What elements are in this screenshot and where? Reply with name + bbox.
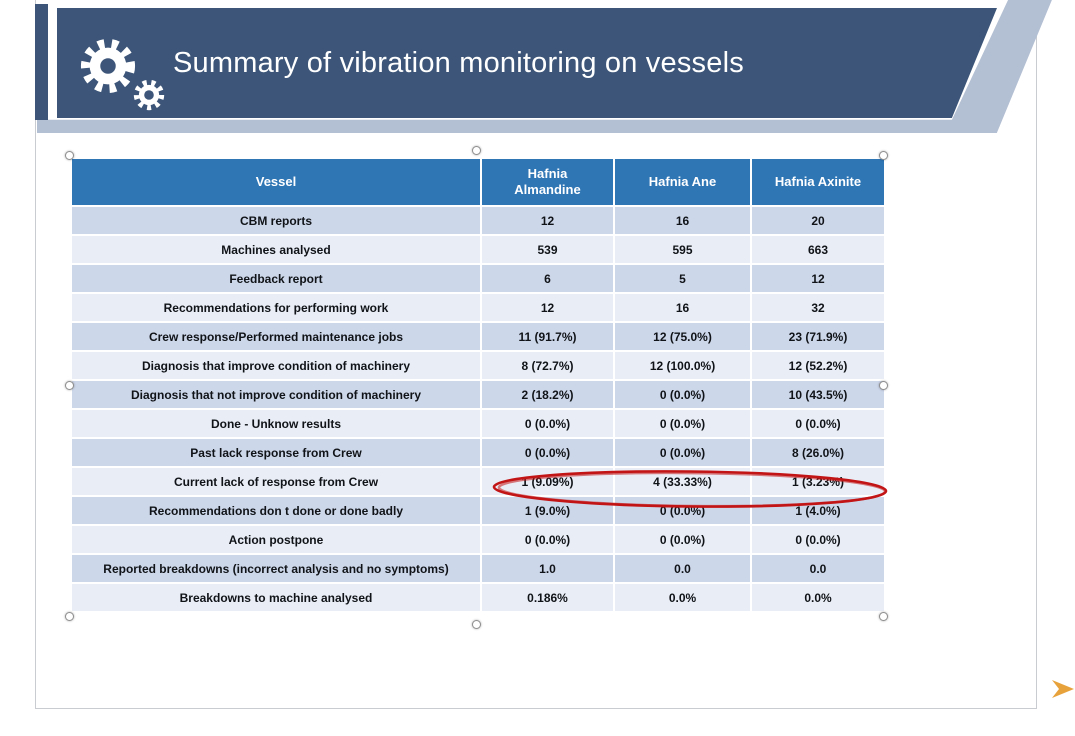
row-label-cell[interactable]: CBM reports — [70, 205, 482, 236]
row-value-cell[interactable]: 16 — [613, 292, 752, 323]
banner-left-bar — [35, 4, 48, 120]
row-value-cell[interactable]: 595 — [613, 234, 752, 265]
row-label-cell[interactable]: Recommendations don t done or done badly — [70, 495, 482, 526]
row-value-cell[interactable]: 12 — [480, 292, 615, 323]
row-label-cell[interactable]: Past lack response from Crew — [70, 437, 482, 468]
selection-handle-top-left[interactable] — [65, 151, 74, 160]
header-row: Vessel Hafnia Almandine Hafnia Ane Hafni… — [70, 157, 886, 207]
table-row: Diagnosis that improve condition of mach… — [70, 350, 886, 381]
selection-handle-middle-left[interactable] — [65, 381, 74, 390]
selection-handle-bottom-right[interactable] — [879, 612, 888, 621]
selection-handle-bottom-left[interactable] — [65, 612, 74, 621]
selection-handle-top-middle[interactable] — [472, 146, 481, 155]
row-value-cell[interactable]: 0 (0.0%) — [613, 524, 752, 555]
vessel-monitoring-table[interactable]: Vessel Hafnia Almandine Hafnia Ane Hafni… — [70, 157, 886, 613]
table-body: CBM reports 12 16 20 Machines analysed 539 595… — [70, 205, 886, 613]
annotation-ellipse[interactable] — [488, 464, 892, 514]
table-row: Diagnosis that not improve condition of … — [70, 379, 886, 410]
table-row: Machines analysed 539 595 663 — [70, 234, 886, 265]
table-row: Recommendations for performing work 12 16 3… — [70, 292, 886, 323]
row-value-cell[interactable]: 4 (33.33%) — [613, 466, 752, 497]
row-value-cell[interactable]: 0.0 — [613, 553, 752, 584]
row-value-cell[interactable]: 2 (18.2%) — [480, 379, 615, 410]
column-header-axinite[interactable]: Hafnia Axinite — [750, 157, 886, 207]
table-row: Crew response/Performed maintenance jobs… — [70, 321, 886, 352]
row-value-cell[interactable]: 0 (0.0%) — [480, 524, 615, 555]
row-value-cell[interactable]: 0 (0.0%) — [613, 379, 752, 410]
table-row: Done - Unknow results 0 (0.0%) 0 (0.0%) 0 (… — [70, 408, 886, 439]
column-header-ane[interactable]: Hafnia Ane — [613, 157, 752, 207]
row-value-cell[interactable]: 12 (100.0%) — [613, 350, 752, 381]
row-value-cell[interactable]: 8 (72.7%) — [480, 350, 615, 381]
row-label-cell[interactable]: Done - Unknow results — [70, 408, 482, 439]
row-value-cell[interactable]: 23 (71.9%) — [750, 321, 886, 352]
row-value-cell[interactable]: 0 (0.0%) — [480, 408, 615, 439]
row-label-cell[interactable]: Current lack of response from Crew — [70, 466, 482, 497]
row-value-cell[interactable]: 0 (0.0%) — [750, 408, 886, 439]
row-value-cell[interactable]: 0 (0.0%) — [613, 495, 752, 526]
table-row: Past lack response from Crew 0 (0.0%) 0 (0… — [70, 437, 886, 468]
column-header-vessel[interactable]: Vessel — [70, 157, 482, 207]
title-banner: Summary of vibration monitoring on vesse… — [57, 8, 997, 118]
arrow-right-icon — [1052, 680, 1074, 698]
row-value-cell[interactable]: 0 (0.0%) — [613, 437, 752, 468]
row-value-cell[interactable]: 12 (75.0%) — [613, 321, 752, 352]
row-value-cell[interactable]: 0 (0.0%) — [613, 408, 752, 439]
row-value-cell[interactable]: 1.0 — [480, 553, 615, 584]
row-value-cell[interactable]: 12 — [480, 205, 615, 236]
row-label-cell[interactable]: Action postpone — [70, 524, 482, 555]
row-label-cell[interactable]: Diagnosis that improve condition of mach… — [70, 350, 482, 381]
row-value-cell[interactable]: 0.0% — [750, 582, 886, 613]
row-value-cell[interactable]: 0 (0.0%) — [750, 524, 886, 555]
column-header-almandine[interactable]: Hafnia Almandine — [480, 157, 615, 207]
row-label-cell[interactable]: Reported breakdowns (incorrect analysis … — [70, 553, 482, 584]
row-value-cell[interactable]: 539 — [480, 234, 615, 265]
row-value-cell[interactable]: 16 — [613, 205, 752, 236]
row-value-cell[interactable]: 32 — [750, 292, 886, 323]
table-row: Reported breakdowns (incorrect analysis … — [70, 553, 886, 584]
selection-handle-bottom-middle[interactable] — [472, 620, 481, 629]
row-value-cell[interactable]: 11 (91.7%) — [480, 321, 615, 352]
row-label-cell[interactable]: Crew response/Performed maintenance jobs — [70, 321, 482, 352]
row-value-cell[interactable]: 0.0 — [750, 553, 886, 584]
row-value-cell[interactable]: 1 (9.0%) — [480, 495, 615, 526]
row-label-cell[interactable]: Breakdowns to machine analysed — [70, 582, 482, 613]
row-label-cell[interactable]: Diagnosis that not improve condition of … — [70, 379, 482, 410]
row-value-cell[interactable]: 663 — [750, 234, 886, 265]
table-row: Recommendations don t done or done badly… — [70, 495, 886, 526]
table-row: Action postpone 0 (0.0%) 0 (0.0%) 0 (0.0%) — [70, 524, 886, 555]
gears-logo — [69, 13, 173, 113]
gear-icon — [80, 38, 136, 94]
row-value-cell[interactable]: 5 — [613, 263, 752, 294]
row-value-cell[interactable]: 12 (52.2%) — [750, 350, 886, 381]
gear-icon — [133, 79, 165, 111]
row-value-cell[interactable]: 12 — [750, 263, 886, 294]
table-row: CBM reports 12 16 20 — [70, 205, 886, 236]
selection-handle-middle-right[interactable] — [879, 381, 888, 390]
table-row: Feedback report 6 5 12 — [70, 263, 886, 294]
row-value-cell[interactable]: 0.0% — [613, 582, 752, 613]
row-value-cell[interactable]: 8 (26.0%) — [750, 437, 886, 468]
row-value-cell[interactable]: 6 — [480, 263, 615, 294]
row-value-cell[interactable]: 20 — [750, 205, 886, 236]
table-row: Breakdowns to machine analysed 0.186% 0.0%… — [70, 582, 886, 613]
row-value-cell[interactable]: 0 (0.0%) — [480, 437, 615, 468]
selection-handle-top-right[interactable] — [879, 151, 888, 160]
row-value-cell[interactable]: 10 (43.5%) — [750, 379, 886, 410]
row-label-cell[interactable]: Feedback report — [70, 263, 482, 294]
row-value-cell[interactable]: 0.186% — [480, 582, 615, 613]
page-title[interactable]: Summary of vibration monitoring on vesse… — [173, 46, 744, 79]
row-label-cell[interactable]: Recommendations for performing work — [70, 292, 482, 323]
row-label-cell[interactable]: Machines analysed — [70, 234, 482, 265]
